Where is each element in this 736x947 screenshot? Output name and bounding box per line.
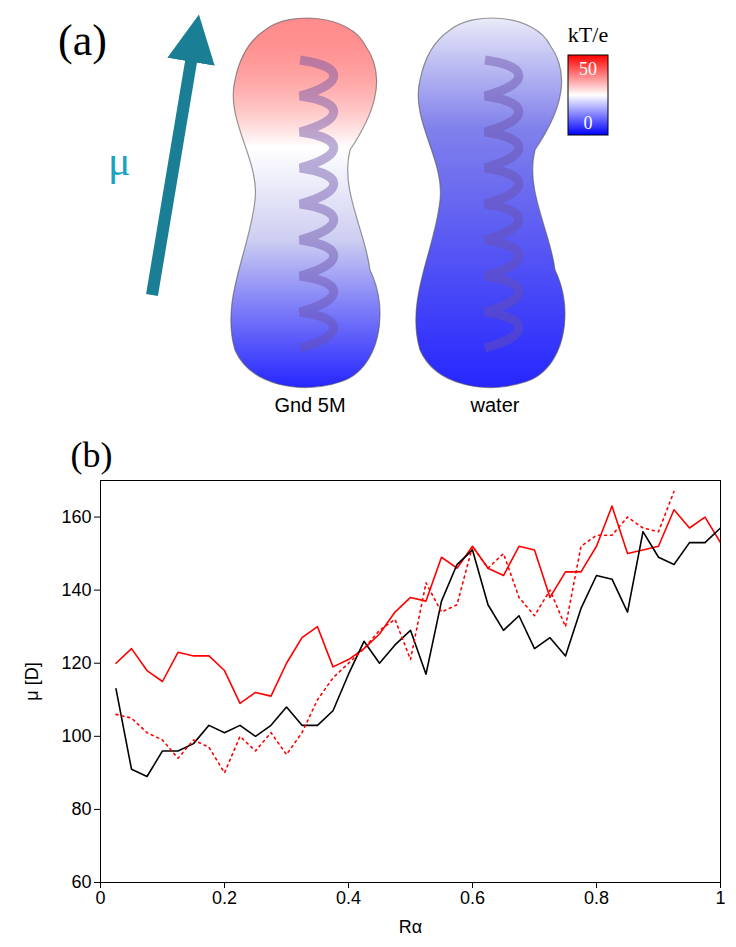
svg-text:(a): (a): [58, 16, 107, 65]
svg-text:1: 1: [715, 888, 725, 908]
svg-text:μ [D]: μ [D]: [22, 662, 42, 700]
svg-text:water: water: [470, 394, 520, 416]
svg-text:0.8: 0.8: [584, 888, 609, 908]
svg-text:Rα: Rα: [399, 917, 422, 937]
svg-text:0: 0: [95, 888, 105, 908]
svg-text:0.2: 0.2: [212, 888, 237, 908]
svg-text:160: 160: [61, 507, 91, 527]
svg-text:kT/e: kT/e: [568, 22, 608, 47]
svg-text:Gnd 5M: Gnd 5M: [274, 394, 345, 416]
svg-text:50: 50: [579, 59, 597, 79]
svg-text:0: 0: [584, 113, 593, 133]
svg-text:140: 140: [61, 580, 91, 600]
svg-text:80: 80: [71, 799, 91, 819]
svg-text:(b): (b): [71, 435, 113, 475]
svg-text:0.6: 0.6: [460, 888, 485, 908]
svg-text:60: 60: [71, 872, 91, 892]
svg-text:μ: μ: [108, 138, 131, 184]
svg-text:0.4: 0.4: [336, 888, 361, 908]
svg-text:100: 100: [61, 726, 91, 746]
svg-text:120: 120: [61, 653, 91, 673]
